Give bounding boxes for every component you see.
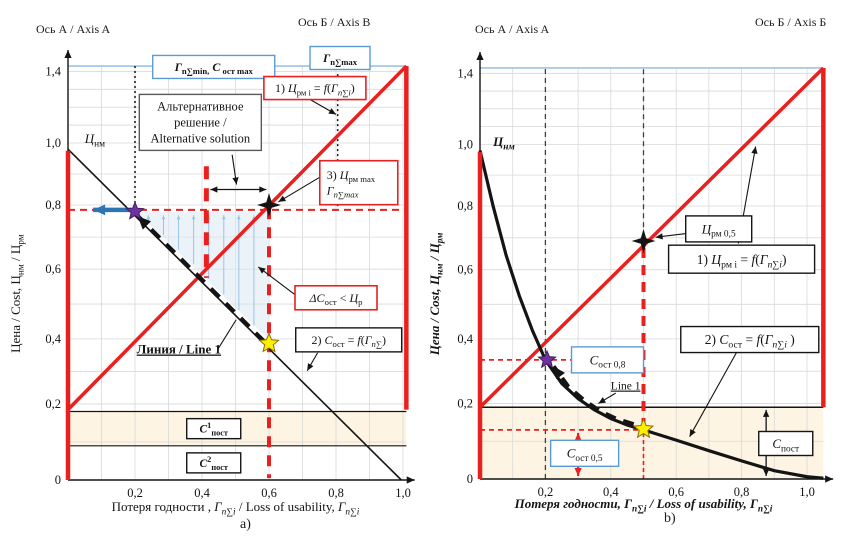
svg-text:Alternative solution: Alternative solution bbox=[151, 132, 251, 146]
svg-text:0,4: 0,4 bbox=[45, 332, 61, 346]
caption-b: b) bbox=[664, 511, 676, 526]
svg-text:0: 0 bbox=[55, 473, 61, 487]
svg-text:0,2: 0,2 bbox=[538, 485, 554, 499]
svg-text:0,4: 0,4 bbox=[603, 485, 619, 499]
panel-a-axis-a-label: Ось А / Axis A bbox=[36, 22, 111, 36]
svg-text:Потеря годности, Гn∑i / Loss o: Потеря годности, Гn∑i / Loss of usabilit… bbox=[514, 496, 773, 514]
svg-text:1,0: 1,0 bbox=[395, 486, 411, 500]
panel-a-axis-b-label: Ось Б / Axis B bbox=[298, 15, 371, 29]
svg-text:2) Cост = f(Гn∑): 2) Cост = f(Гn∑) bbox=[311, 333, 386, 349]
svg-text:1,0: 1,0 bbox=[799, 485, 815, 499]
svg-text:0,6: 0,6 bbox=[457, 263, 473, 277]
svg-text:Cост 0,8: Cост 0,8 bbox=[590, 352, 626, 370]
svg-text:1,0: 1,0 bbox=[45, 136, 61, 150]
svg-text:Цена / Cost, Цнм / Црм: Цена / Cost, Цнм / Црм bbox=[8, 234, 26, 353]
svg-text:ΔCост < Цр: ΔCост < Цр bbox=[309, 291, 363, 307]
svg-text:C2пост: C2пост bbox=[200, 455, 228, 472]
svg-text:Цена / Cost, Цнм / Црм: Цена / Cost, Цнм / Црм bbox=[427, 232, 445, 356]
svg-text:Гn∑max: Гn∑max bbox=[322, 51, 358, 67]
panel-b-axis-a-label: Ось А / Axis A bbox=[475, 22, 550, 36]
svg-text:Гn∑min, C ост max: Гn∑min, C ост max bbox=[174, 60, 254, 76]
svg-text:0,6: 0,6 bbox=[261, 486, 277, 500]
svg-text:1,4: 1,4 bbox=[45, 64, 61, 78]
svg-text:0,6: 0,6 bbox=[45, 262, 61, 276]
svg-text:Гn∑max: Гn∑max bbox=[326, 183, 359, 199]
svg-text:Цнм: Цнм bbox=[492, 134, 515, 152]
svg-text:0,2: 0,2 bbox=[45, 397, 61, 411]
svg-text:0,6: 0,6 bbox=[668, 485, 684, 499]
svg-text:3) Црм max: 3) Црм max bbox=[327, 168, 376, 184]
svg-text:Цнм: Цнм bbox=[84, 131, 105, 149]
svg-text:0,8: 0,8 bbox=[457, 199, 473, 213]
svg-text:1,0: 1,0 bbox=[457, 137, 473, 151]
svg-text:Cост 0,5: Cост 0,5 bbox=[567, 446, 603, 464]
svg-text:0,8: 0,8 bbox=[328, 486, 344, 500]
svg-text:Line 1: Line 1 bbox=[611, 381, 641, 393]
svg-text:решение /: решение / bbox=[174, 116, 227, 130]
svg-text:Cпост: Cпост bbox=[772, 436, 799, 454]
panel-a: Гn∑min, C ост max Гn∑max Альтернативное реш… bbox=[8, 15, 415, 532]
svg-text:0,8: 0,8 bbox=[45, 198, 61, 212]
svg-text:Црм 0,5: Црм 0,5 bbox=[701, 221, 736, 239]
panel-b-axis-b-label: Ось Б / Axis Б bbox=[755, 15, 827, 29]
svg-text:2) Cост = f(Гn∑i ): 2) Cост = f(Гn∑i ) bbox=[705, 332, 795, 351]
svg-text:0,2: 0,2 bbox=[457, 396, 473, 410]
caption-a: a) bbox=[240, 517, 251, 532]
svg-text:0,8: 0,8 bbox=[734, 485, 750, 499]
svg-text:1) Црм i = f(Гn∑i): 1) Црм i = f(Гn∑i) bbox=[697, 252, 787, 271]
svg-text:0,2: 0,2 bbox=[127, 486, 143, 500]
svg-text:1) Црм i = f(Гn∑i): 1) Црм i = f(Гn∑i) bbox=[275, 81, 355, 97]
svg-text:Потеря годности , Гn∑i / Loss: Потеря годности , Гn∑i / Loss of usabili… bbox=[112, 499, 360, 517]
svg-text:0: 0 bbox=[467, 472, 473, 486]
svg-text:Линия / Line 1: Линия / Line 1 bbox=[137, 342, 221, 357]
panel-a-chart: Гn∑min, C ост max Гn∑max Альтернативное реш… bbox=[8, 45, 415, 517]
panel-b: Црм 0,5 1) Црм i = f(Гn∑i) 2) Cост = f(Гn∑… bbox=[424, 0, 847, 542]
svg-text:Альтернативное: Альтернативное bbox=[157, 100, 244, 114]
panel-b-chart: Црм 0,5 1) Црм i = f(Гn∑i) 2) Cост = f(Гn∑… bbox=[427, 51, 834, 514]
svg-text:0,4: 0,4 bbox=[194, 486, 210, 500]
svg-text:C1пост: C1пост bbox=[200, 421, 228, 438]
svg-text:1,4: 1,4 bbox=[457, 66, 473, 80]
svg-text:0,4: 0,4 bbox=[457, 332, 473, 346]
